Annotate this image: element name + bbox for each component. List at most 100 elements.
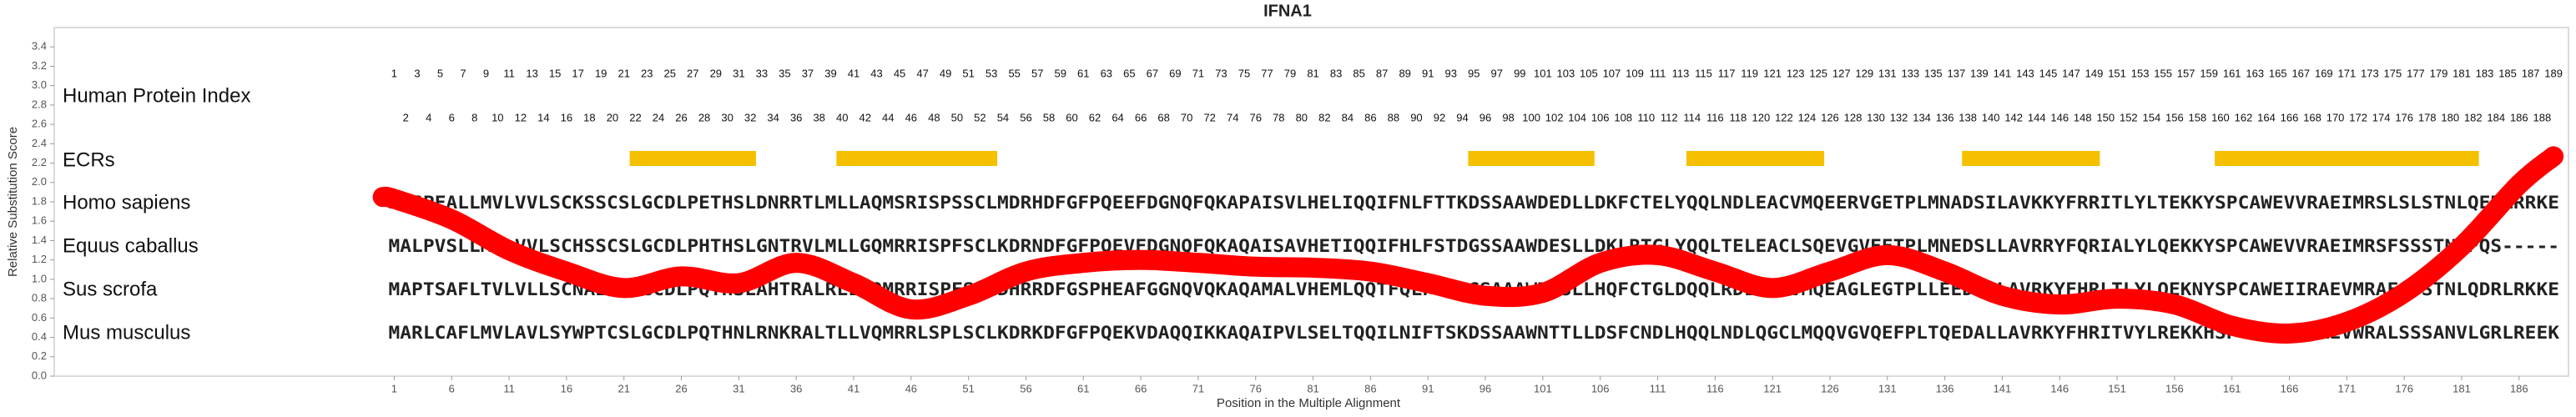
ecr-bar <box>629 151 756 166</box>
protein-index: 58 <box>1043 111 1055 123</box>
protein-index: 177 <box>2407 67 2425 79</box>
protein-index: 56 <box>1020 111 1031 123</box>
protein-index: 31 <box>733 67 744 79</box>
protein-index: 151 <box>2108 67 2126 79</box>
y-tick-label: 2.6 <box>32 118 47 130</box>
index-label: Human Protein Index <box>63 84 250 107</box>
protein-index: 165 <box>2269 67 2287 79</box>
protein-index: 51 <box>962 67 974 79</box>
protein-index: 109 <box>1626 67 1644 79</box>
protein-index: 147 <box>2062 67 2080 79</box>
protein-index: 85 <box>1353 67 1364 79</box>
y-tick-label: 0.8 <box>32 292 47 304</box>
protein-index: 154 <box>2143 111 2161 123</box>
protein-index: 7 <box>460 67 466 79</box>
x-tick-label: 156 <box>2165 382 2184 394</box>
protein-index: 97 <box>1491 67 1503 79</box>
y-tick-label: 2.0 <box>32 175 47 188</box>
protein-index: 33 <box>756 67 768 79</box>
x-tick-label: 181 <box>2452 382 2471 394</box>
protein-index: 152 <box>2120 111 2138 123</box>
protein-index: 54 <box>997 111 1009 123</box>
ecr-bar <box>1962 151 2100 166</box>
ecr-bar <box>836 151 998 166</box>
protein-index: 93 <box>1445 67 1457 79</box>
protein-index: 185 <box>2498 67 2517 79</box>
protein-index: 78 <box>1273 111 1284 123</box>
protein-index: 100 <box>1522 111 1540 123</box>
protein-index: 163 <box>2246 67 2264 79</box>
x-tick-label: 166 <box>2281 382 2299 394</box>
protein-index: 145 <box>2039 67 2058 79</box>
x-tick-label: 1 <box>391 382 397 394</box>
protein-index: 178 <box>2418 111 2437 123</box>
protein-index: 23 <box>641 67 653 79</box>
protein-index: 74 <box>1227 111 1238 123</box>
protein-index: 37 <box>802 67 814 79</box>
protein-index: 188 <box>2533 111 2551 123</box>
x-tick-label: 121 <box>1763 382 1782 394</box>
y-tick-label: 2.4 <box>32 137 47 149</box>
protein-index: 80 <box>1296 111 1308 123</box>
y-tick-label: 1.6 <box>32 214 47 227</box>
protein-index: 10 <box>492 111 503 123</box>
protein-index: 59 <box>1055 67 1066 79</box>
x-tick-label: 151 <box>2108 382 2126 394</box>
protein-index: 159 <box>2200 67 2218 79</box>
protein-index: 65 <box>1123 67 1135 79</box>
protein-index: 81 <box>1307 67 1318 79</box>
y-tick-label: 1.2 <box>32 253 47 265</box>
protein-index: 129 <box>1855 67 1873 79</box>
species-name: Equus caballus <box>63 234 199 257</box>
x-tick-label: 81 <box>1307 382 1318 394</box>
protein-index: 88 <box>1388 111 1399 123</box>
protein-index: 142 <box>2004 111 2023 123</box>
protein-index: 182 <box>2464 111 2483 123</box>
protein-index: 73 <box>1215 67 1227 79</box>
y-tick-label: 3.2 <box>32 59 47 72</box>
protein-index: 121 <box>1763 67 1782 79</box>
protein-index: 40 <box>836 111 848 123</box>
protein-index: 86 <box>1364 111 1376 123</box>
x-tick-label: 91 <box>1422 382 1434 394</box>
protein-index: 36 <box>790 111 802 123</box>
protein-index: 24 <box>653 111 664 123</box>
protein-index: 68 <box>1157 111 1169 123</box>
protein-index: 179 <box>2430 67 2448 79</box>
x-tick-label: 31 <box>733 382 744 394</box>
protein-index: 39 <box>824 67 836 79</box>
protein-index: 169 <box>2315 67 2333 79</box>
protein-index: 149 <box>2085 67 2104 79</box>
ecr-label: ECRs <box>63 148 115 171</box>
protein-index: 4 <box>426 111 431 123</box>
protein-index: 123 <box>1787 67 1805 79</box>
protein-index: 32 <box>744 111 756 123</box>
protein-index: 106 <box>1591 111 1610 123</box>
species-name: Homo sapiens <box>63 191 190 214</box>
x-tick-label: 136 <box>1936 382 1954 394</box>
protein-index: 99 <box>1514 67 1525 79</box>
protein-index: 13 <box>526 67 537 79</box>
protein-index: 75 <box>1238 67 1250 79</box>
protein-index: 2 <box>403 111 409 123</box>
protein-index: 6 <box>449 111 455 123</box>
protein-index: 164 <box>2257 111 2276 123</box>
protein-index: 96 <box>1480 111 1491 123</box>
protein-index: 63 <box>1101 67 1112 79</box>
protein-index: 133 <box>1901 67 1919 79</box>
protein-index: 53 <box>986 67 997 79</box>
protein-index: 168 <box>2303 111 2321 123</box>
x-tick-label: 21 <box>618 382 629 394</box>
protein-index: 38 <box>813 111 824 123</box>
protein-index: 139 <box>1970 67 1989 79</box>
x-tick-label: 66 <box>1135 382 1147 394</box>
protein-index: 146 <box>2050 111 2069 123</box>
y-tick-label: 2.8 <box>32 98 47 110</box>
protein-index: 52 <box>974 111 986 123</box>
protein-index: 26 <box>675 111 687 123</box>
protein-index: 137 <box>1948 67 1966 79</box>
protein-index: 9 <box>483 67 489 79</box>
protein-index: 77 <box>1261 67 1273 79</box>
protein-index: 143 <box>2016 67 2034 79</box>
